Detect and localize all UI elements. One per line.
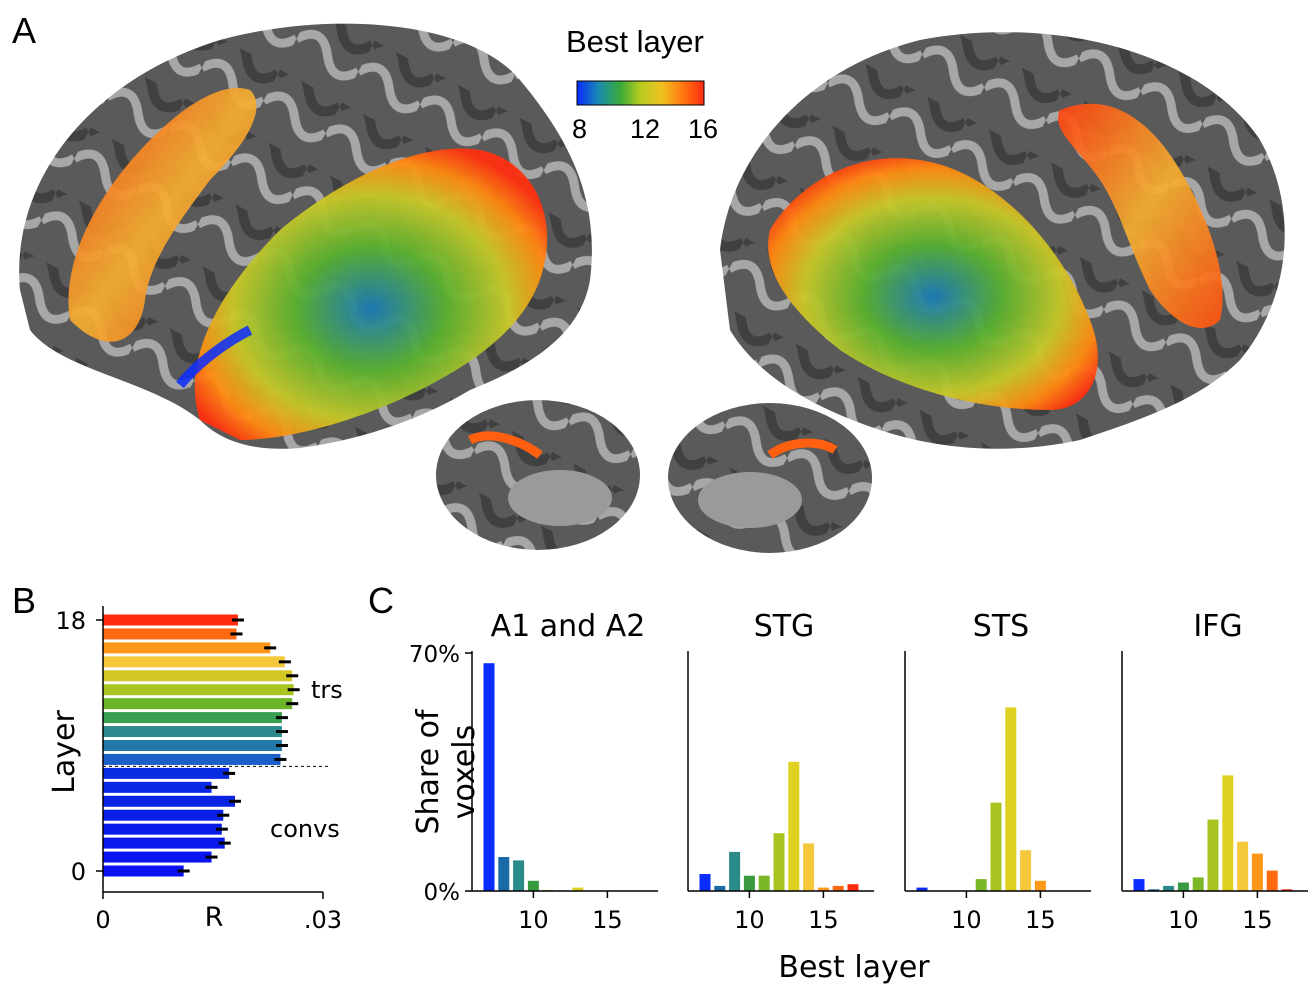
hist-ylabel-line-2: voxels [447,725,482,819]
colorbar-title: Best layer [566,24,704,59]
layer-bar-13 [103,684,294,696]
left-hemisphere-medial [436,400,640,550]
layer-bar-3 [103,823,222,835]
layer-bar-4 [103,809,224,821]
layer-bar-17 [103,628,237,640]
panel-b-ytick-label-18: 18 [55,607,86,635]
left-hemisphere-lateral [19,23,592,449]
hist-xtick-label-sts-10: 10 [951,906,982,934]
hist-bar-stg-layer-17 [847,884,859,891]
panel-c-xlabel: Best layer [778,950,930,985]
hist-title-a1-and-a2: A1 and A2 [491,609,646,644]
layer-bar-10 [103,726,282,738]
hist-bar-stg-layer-8 [714,885,726,891]
panel-c-label: C [368,580,394,621]
panel-b-xtick-label-max: .03 [304,906,342,934]
layer-bar-5 [103,795,235,807]
layer-bar-1 [103,851,212,863]
hist-bar-stg-layer-16 [832,885,844,891]
hist-bar-sts-layer-12 [990,802,1002,891]
right-hemisphere-lateral [720,32,1285,449]
hist-bar-stg-layer-10 [743,875,755,891]
layer-bar-14 [103,670,293,682]
hist-bar-sts-layer-13 [1005,707,1017,891]
hist-xtick-label-a1-and-a2-15: 15 [592,906,623,934]
colorbar [576,80,705,106]
hist-title-stg: STG [754,609,815,644]
layer-bar-6 [103,781,212,793]
annotation-convs: convs [270,815,340,843]
hist-bar-ifg-layer-11 [1192,877,1204,891]
panel-b-label: B [12,580,37,621]
hist-bar-a1-and-a2-layer-7 [483,663,495,891]
layer-bar-2 [103,837,225,849]
hist-xtick-label-stg-10: 10 [734,906,765,934]
layer-bar-12 [103,698,293,710]
hist-xtick-label-ifg-15: 15 [1242,906,1273,934]
hist-bar-ifg-layer-17 [1281,889,1293,891]
hist-bar-ifg-layer-10 [1177,882,1189,891]
hist-bar-stg-layer-13 [788,761,800,891]
hist-bar-stg-layer-14 [803,843,815,891]
hist-bar-sts-layer-14 [1020,850,1032,891]
hist-bar-ifg-layer-16 [1266,870,1278,891]
hist-xtick-label-sts-15: 15 [1025,906,1056,934]
panel-b-xtick-label-0: 0 [95,906,110,934]
hist-bar-ifg-layer-15 [1251,853,1263,891]
hist-bar-sts-layer-15 [1034,880,1046,891]
hist-bar-ifg-layer-13 [1222,775,1234,891]
layer-bar-16 [103,642,271,654]
annotation-trs: trs [311,676,343,704]
right-hemisphere-medial [668,403,872,553]
layer-bar-18 [103,614,238,626]
panel-b-ytick-label-0: 0 [71,858,86,886]
layer-bar-11 [103,712,282,724]
hist-bar-stg-layer-12 [773,833,785,891]
panel-b-ylabel: Layer [47,710,82,794]
panel-a-label: A [12,10,37,51]
hist-title-ifg: IFG [1193,609,1242,644]
hist-xtick-label-a1-and-a2-10: 10 [518,906,549,934]
hist-bar-stg-layer-9 [729,851,741,891]
hist-bar-stg-layer-15 [817,887,829,891]
hist-xtick-label-stg-15: 15 [808,906,839,934]
layer-bar-0 [103,865,184,877]
hist-xtick-label-ifg-10: 10 [1168,906,1199,934]
hist-ylabel-line-1: Share of [411,708,446,834]
hist-bar-ifg-layer-7 [1133,879,1145,891]
colorbar-tick-16: 16 [688,114,719,144]
hist-bar-a1-and-a2-layer-10 [527,880,539,891]
hist-bar-sts-layer-11 [975,879,987,891]
panel-b-xlabel: R [205,902,224,933]
layer-bar-9 [103,740,282,751]
hist-ytick-label-70: 70% [409,642,460,668]
layer-bar-8 [103,753,281,765]
layer-bar-7 [103,767,230,779]
hist-bar-ifg-layer-9 [1163,885,1175,891]
hist-bar-stg-layer-11 [758,875,770,891]
hist-bar-sts-layer-7 [916,887,928,891]
hist-bar-stg-layer-7 [699,874,711,891]
hist-bar-a1-and-a2-layer-8 [498,857,510,891]
hist-bar-ifg-layer-12 [1207,819,1219,891]
colorbar-tick-8: 8 [572,114,588,144]
layer-bar-15 [103,656,285,668]
colorbar-tick-12: 12 [630,114,661,144]
hist-bar-a1-and-a2-layer-13 [572,887,584,891]
hist-bar-a1-and-a2-layer-9 [513,860,525,891]
hist-title-sts: STS [973,609,1029,644]
hist-ytick-label-0: 0% [424,880,461,906]
hist-bar-ifg-layer-8 [1148,889,1160,891]
hist-bar-ifg-layer-14 [1237,841,1249,891]
